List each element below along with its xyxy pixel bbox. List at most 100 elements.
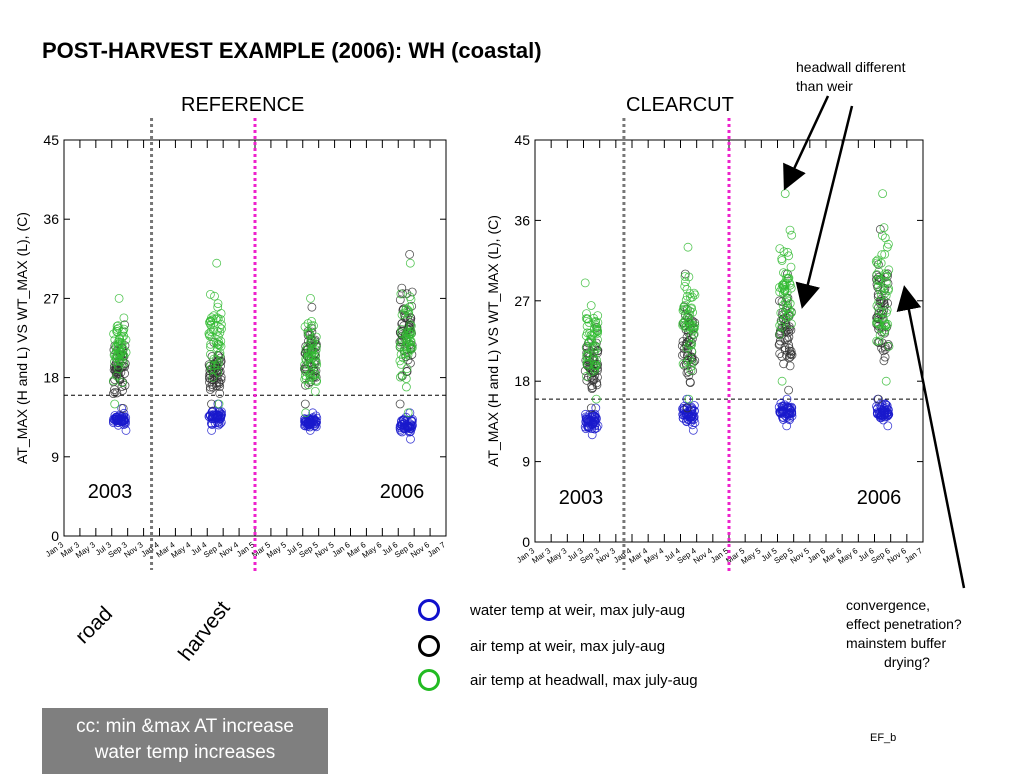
data-point [782,302,791,312]
data-point [307,302,317,312]
data-point [305,359,315,368]
data-point [879,314,888,324]
data-point [304,329,314,339]
data-point [777,376,787,386]
data-point [396,336,406,346]
y-tick-label: 0 [522,534,530,550]
data-point [689,321,698,331]
data-point [593,311,603,321]
y-tick-label: 45 [514,132,530,148]
convergence-annotation-line-2: effect penetration? [846,616,962,632]
data-point [681,321,691,331]
data-point [402,364,412,374]
data-point [211,355,221,365]
data-point [398,305,408,315]
legend-label: air temp at weir, max july-aug [470,637,666,655]
data-point [214,399,224,409]
data-point [880,412,890,422]
data-point [112,326,121,336]
data-point [216,336,226,346]
data-point [880,272,890,282]
data-point [403,408,413,418]
data-point [109,376,118,386]
data-point [880,342,890,352]
data-point [301,408,311,418]
data-point [212,258,222,268]
data-point [785,415,794,425]
data-point [205,289,215,299]
data-point [779,268,788,278]
data-point [872,317,881,327]
data-point [880,321,890,331]
data-point [586,413,596,422]
data-point [206,320,216,329]
legend-item-air-headwall: air temp at headwall, max july-aug [418,666,698,694]
data-point [872,270,882,279]
data-point [873,276,882,286]
data-point [586,403,596,413]
summary-line-2: water temp increases [94,742,276,763]
y-tick-label: 18 [43,370,59,386]
data-point [581,424,591,434]
legend-item-air-weir: air temp at weir, max july-aug [418,632,665,660]
data-point [688,425,698,435]
data-point [207,420,217,429]
data-point [212,343,222,353]
data-point [118,326,128,336]
data-point [874,336,884,346]
data-point [113,321,123,331]
data-point [785,305,794,315]
data-point [214,379,224,389]
data-point [300,360,310,370]
data-point [395,295,405,305]
data-point [591,317,600,327]
data-point [680,281,690,291]
data-point [586,301,596,310]
data-point [583,349,593,359]
data-point [678,410,688,419]
data-point [109,389,118,399]
y-tick-label: 9 [51,449,59,465]
data-point [880,352,890,362]
data-point [586,335,596,344]
data-point [785,278,795,288]
data-point [784,310,794,320]
data-point [780,189,790,199]
data-point [401,330,411,340]
data-point [590,364,599,374]
data-point [205,377,214,387]
data-point [113,417,123,427]
convergence-annotation: convergence, effect penetration? mainste… [846,596,962,672]
data-point [687,415,697,425]
data-point [582,321,592,331]
data-point [775,329,785,339]
data-point [582,309,591,319]
data-point [685,377,695,387]
data-point [588,418,598,428]
data-point [875,285,885,295]
data-point [873,255,883,265]
reference-panel-title: REFERENCE [181,94,305,116]
data-point [310,415,319,425]
data-point [113,420,123,430]
data-point [684,318,693,328]
data-point [683,242,693,252]
data-point [208,372,218,382]
data-point [784,340,793,350]
data-point [206,342,215,352]
data-point [311,369,320,379]
data-point [300,322,310,332]
data-point [306,333,316,343]
data-point [119,313,129,323]
y-axis-label: AT_MAX (H and L) VS WT_MAX (L), (C) [485,215,501,467]
data-point [116,357,126,366]
data-point [684,272,694,282]
data-point [117,382,127,391]
data-point [587,430,597,440]
data-point [308,336,318,346]
data-point [876,290,886,300]
data-point [587,412,597,422]
data-point [216,308,226,318]
data-point [884,341,894,351]
data-point [785,225,795,235]
